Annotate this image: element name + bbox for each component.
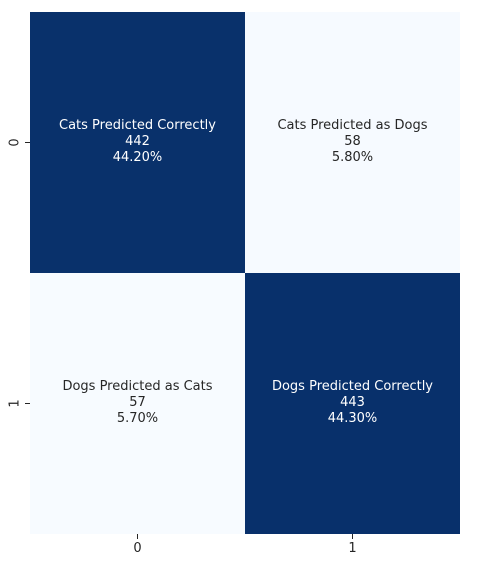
heatmap-cell-r1-c1 [245,273,460,534]
heatmap-cells [30,12,460,534]
cell-label-r1-c0: Dogs Predicted as Cats [62,379,212,394]
cell-count-r1-c0: 57 [129,395,146,410]
heatmap-cell-r0-c0 [30,12,245,273]
cell-percent-r1-c1: 44.30% [328,411,378,426]
cell-count-r1-c1: 443 [340,395,365,410]
cell-label-r0-c0: Cats Predicted Correctly [59,118,216,133]
cell-label-r0-c1: Cats Predicted as Dogs [277,118,427,133]
cell-count-r0-c1: 58 [344,134,361,149]
cell-percent-r0-c1: 5.80% [332,150,373,165]
y-tick-label: 0 [8,138,23,146]
cell-label-r1-c1: Dogs Predicted Correctly [272,379,433,394]
heatmap-cell-r1-c0 [30,273,245,534]
cell-percent-r1-c0: 5.70% [117,411,158,426]
heatmap-cell-r0-c1 [245,12,460,273]
x-tick-label: 1 [348,541,356,556]
cell-count-r0-c0: 442 [125,134,150,149]
y-tick-label: 1 [8,399,23,407]
x-tick-label: 0 [133,541,141,556]
y-axis: 01 [8,138,30,408]
cell-percent-r0-c0: 44.20% [113,150,163,165]
